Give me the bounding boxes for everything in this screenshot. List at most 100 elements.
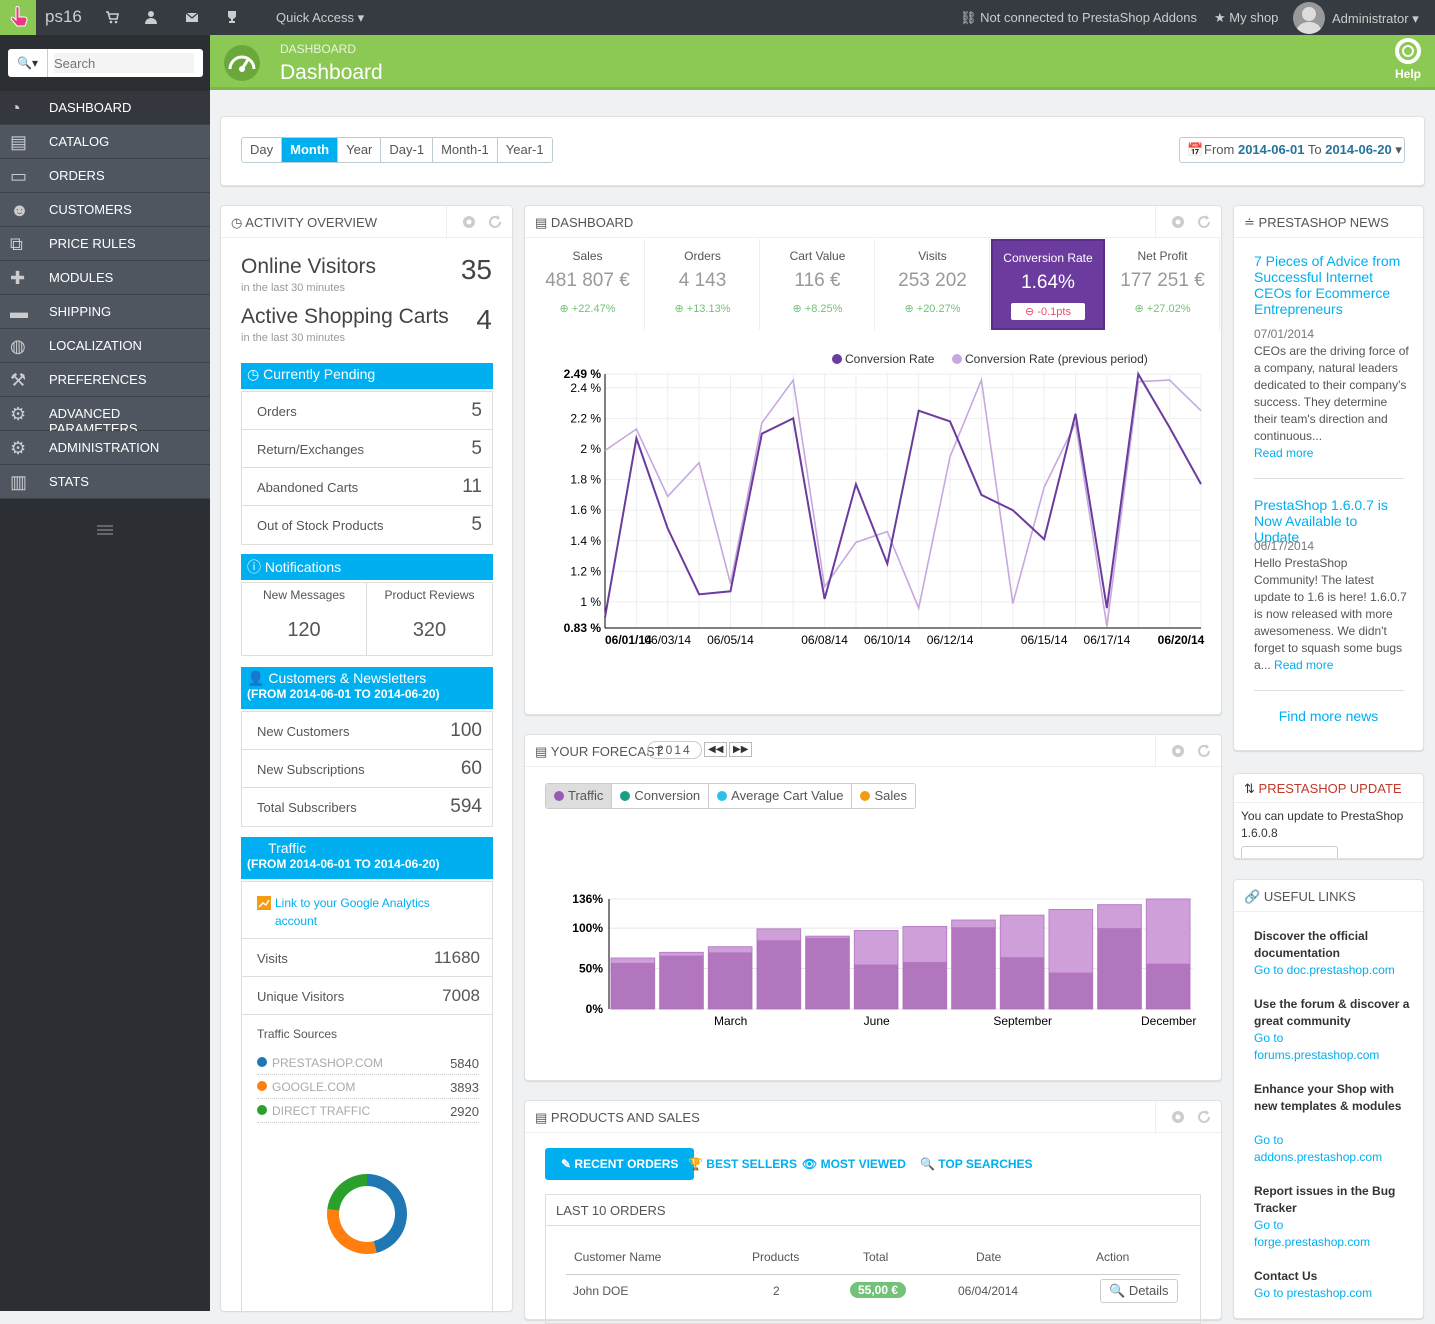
find-more-news-link[interactable]: Find more news <box>1278 708 1379 724</box>
period-day[interactable]: Day <box>242 138 283 162</box>
kpi-net-profit[interactable]: Net Profit 177 251 € ⊕ +27.02% <box>1106 239 1220 330</box>
list-item[interactable]: Return/Exchanges 5 <box>242 430 492 468</box>
period-day-1[interactable]: Day-1 <box>381 138 434 162</box>
search-type-button[interactable]: 🔍▾ <box>8 49 48 77</box>
list-item[interactable]: Abandoned Carts 11 <box>242 468 492 506</box>
col-customer-name[interactable]: Customer Name <box>574 1250 662 1264</box>
tab-top-searches[interactable]: 🔍 TOP SEARCHES <box>904 1148 1049 1180</box>
period-year-1[interactable]: Year-1 <box>497 138 552 162</box>
kpi-sales[interactable]: Sales 481 807 € ⊕ +22.47% <box>531 239 645 330</box>
envelope-icon[interactable] <box>185 10 199 24</box>
refresh-icon[interactable] <box>1196 1109 1212 1125</box>
sidebar-item-administration[interactable]: ⚙ ADMINISTRATION <box>0 431 210 465</box>
filter-average-cart-value[interactable]: Average Cart Value <box>709 784 853 808</box>
y-tick-label: 1.4 % <box>570 534 601 548</box>
kpi-conversion-rate[interactable]: Conversion Rate 1.64% ⊖ -0.1pts <box>991 239 1105 330</box>
gear-icon[interactable] <box>1170 214 1186 230</box>
gear-icon[interactable] <box>1170 743 1186 759</box>
link-2-url[interactable]: Go to forums.prestashop.com <box>1254 1031 1380 1062</box>
kpi-orders[interactable]: Orders 4 143 ⊕ +13.13% <box>646 239 760 330</box>
help-button[interactable]: Help <box>1393 38 1423 81</box>
kpi-label: Visits <box>918 249 947 263</box>
period-year[interactable]: Year <box>338 138 382 162</box>
date-range-button[interactable]: 📅 From 2014-06-01 To 2014-06-20 ▾ <box>1179 137 1405 163</box>
tab-most-viewed[interactable]: 👁 MOST VIEWED <box>786 1148 922 1180</box>
col-action[interactable]: Action <box>1096 1250 1130 1264</box>
sidebar-item-catalog[interactable]: ▤ CATALOG <box>0 125 210 159</box>
gear-icon[interactable] <box>1170 1109 1186 1125</box>
sidebar-item-modules[interactable]: ✚ MODULES <box>0 261 210 295</box>
update-button[interactable] <box>1241 846 1338 858</box>
tab-best-sellers[interactable]: 🏆 BEST SELLERS <box>672 1148 813 1180</box>
plus-circle-icon: ⊕ <box>792 303 805 315</box>
period-month[interactable]: Month <box>282 138 339 162</box>
sidebar-item-localization[interactable]: ◍ LOCALIZATION <box>0 329 210 363</box>
sidebar-item-orders[interactable]: ▭ ORDERS <box>0 159 210 193</box>
shop-name[interactable]: ps16 <box>45 7 82 26</box>
breadcrumb[interactable]: DASHBOARD <box>280 42 357 56</box>
new-messages-cell[interactable]: New Messages 120 <box>242 583 367 655</box>
addons-connection-status[interactable]: ⛓ Not connected to PrestaShop Addons <box>960 10 1197 26</box>
avatar[interactable] <box>1293 2 1325 34</box>
legend-label[interactable]: Conversion Rate (previous period) <box>965 352 1148 366</box>
sidebar-item-advanced-parameters[interactable]: ⚙ ADVANCED PARAMETERS <box>0 397 210 436</box>
product-reviews-cell[interactable]: Product Reviews 320 <box>367 583 492 655</box>
kpi-delta-value: +8.25% <box>804 303 843 315</box>
kpi-cart-value[interactable]: Cart Value 116 € ⊕ +8.25% <box>761 239 875 330</box>
filter-sales[interactable]: Sales <box>852 784 915 808</box>
sidebar-item-shipping[interactable]: ▬ SHIPPING <box>0 295 210 329</box>
sidebar-item-stats[interactable]: ▥ STATS <box>0 465 210 499</box>
col-date[interactable]: Date <box>976 1250 1002 1264</box>
tab-recent-orders[interactable]: ✎ RECENT ORDERS <box>545 1148 695 1180</box>
panel-tools <box>1155 735 1221 767</box>
news-2-read-more[interactable]: Read more <box>1274 658 1334 672</box>
col-products[interactable]: Products <box>752 1250 800 1264</box>
search-input[interactable] <box>54 53 194 73</box>
refresh-icon[interactable] <box>487 214 503 230</box>
cog-icon: ⚙ <box>10 438 27 458</box>
link-2-title: Use the forum & discover a great communi… <box>1254 997 1410 1028</box>
next-year-button[interactable]: ▶▶ <box>729 742 753 757</box>
refresh-icon[interactable] <box>1196 743 1212 759</box>
link-1-url[interactable]: Go to doc.prestashop.com <box>1254 963 1395 977</box>
list-item[interactable]: Out of Stock Products 5 <box>242 506 492 544</box>
sidebar-item-customers[interactable]: ☻ CUSTOMERS <box>0 193 210 227</box>
list-item[interactable]: Total Subscribers 594 <box>242 788 492 826</box>
sidebar-item-dashboard[interactable]: ◔ DASHBOARD <box>0 91 210 125</box>
filter-conversion[interactable]: Conversion <box>612 784 710 808</box>
filter-traffic[interactable]: Traffic <box>546 784 613 808</box>
link-4-url[interactable]: Go to forge.prestashop.com <box>1254 1218 1371 1249</box>
x-tick-label: 06/15/14 <box>1021 633 1068 647</box>
list-item[interactable]: New Customers 100 <box>242 712 492 750</box>
link-3-url[interactable]: Go to addons.prestashop.com <box>1254 1133 1383 1164</box>
news-1-read-more[interactable]: Read more <box>1254 446 1314 460</box>
forecast-year[interactable]: 2014 <box>647 741 702 759</box>
user-icon[interactable] <box>144 10 158 24</box>
google-analytics-link[interactable]: Link to your Google Analytics account <box>257 894 457 930</box>
refresh-icon[interactable] <box>1196 214 1212 230</box>
list-item[interactable]: New Subscriptions 60 <box>242 750 492 788</box>
col-total[interactable]: Total <box>863 1250 889 1264</box>
legend-dot[interactable] <box>952 354 962 364</box>
my-shop-link[interactable]: ★ My shop <box>1214 10 1278 26</box>
sidebar-item-label: CUSTOMERS <box>49 202 132 217</box>
news-2-title[interactable]: PrestaShop 1.6.0.7 is Now Available to U… <box>1254 497 1388 545</box>
list-item[interactable]: Orders 5 <box>242 392 492 430</box>
legend-label[interactable]: Conversion Rate <box>845 352 935 366</box>
gear-icon[interactable] <box>461 214 477 230</box>
news-1-title[interactable]: 7 Pieces of Advice from Successful Inter… <box>1254 253 1401 317</box>
link-5-url[interactable]: Go to prestashop.com <box>1254 1286 1373 1300</box>
period-month-1[interactable]: Month-1 <box>433 138 498 162</box>
admin-menu[interactable]: Administrator ▾ <box>1332 11 1419 27</box>
order-details-button[interactable]: 🔍 Details <box>1100 1279 1178 1303</box>
sidebar-item-preferences[interactable]: ⚒ PREFERENCES <box>0 363 210 397</box>
prestashop-logo[interactable] <box>0 0 36 35</box>
sidebar-item-price-rules[interactable]: ⧉ PRICE RULES <box>0 227 210 261</box>
kpi-visits[interactable]: Visits 253 202 ⊕ +20.27% <box>876 239 990 330</box>
trophy-icon[interactable] <box>225 10 239 24</box>
quick-access-dropdown[interactable]: Quick Access ▾ <box>276 10 364 26</box>
collapse-menu-icon[interactable] <box>97 524 113 536</box>
prev-year-button[interactable]: ◀◀ <box>704 742 728 757</box>
legend-dot[interactable] <box>832 354 842 364</box>
cart-icon[interactable] <box>105 10 119 24</box>
